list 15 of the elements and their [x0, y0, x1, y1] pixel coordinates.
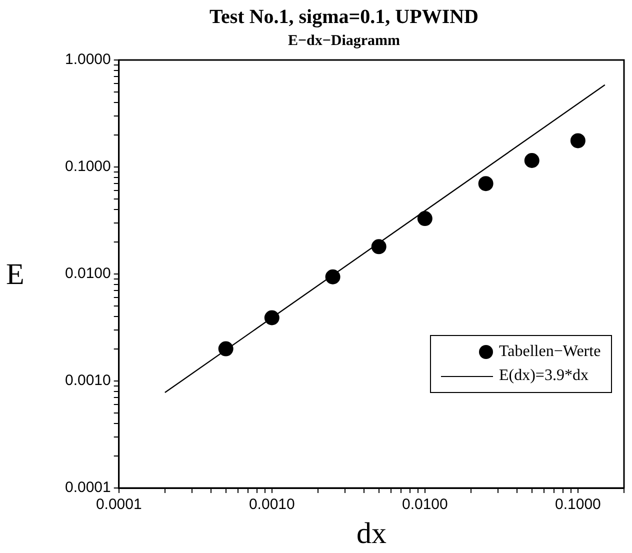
chart-title: Test No.1, sigma=0.1, UPWIND: [210, 6, 478, 28]
legend-label: E(dx)=3.9*dx: [499, 367, 588, 385]
x-tick-label: 0.0001: [96, 496, 142, 514]
x-tick-label: 0.0100: [402, 496, 448, 514]
y-tick-label: 0.0001: [64, 479, 111, 496]
y-tick-label: 0.1000: [64, 158, 111, 176]
legend-label: Tabellen−Werte: [499, 343, 601, 361]
y-tick-label: 0.0010: [64, 372, 111, 390]
chart-subtitle: E−dx−Diagramm: [288, 32, 401, 49]
y-axis-title: E: [6, 258, 24, 292]
y-tick-label: 0.0100: [64, 265, 111, 282]
x-tick-label: 0.1000: [554, 496, 601, 514]
x-tick-label: 0.0010: [248, 496, 295, 514]
y-tick-label: 1.0000: [64, 51, 111, 68]
x-axis-title: dx: [356, 516, 386, 550]
